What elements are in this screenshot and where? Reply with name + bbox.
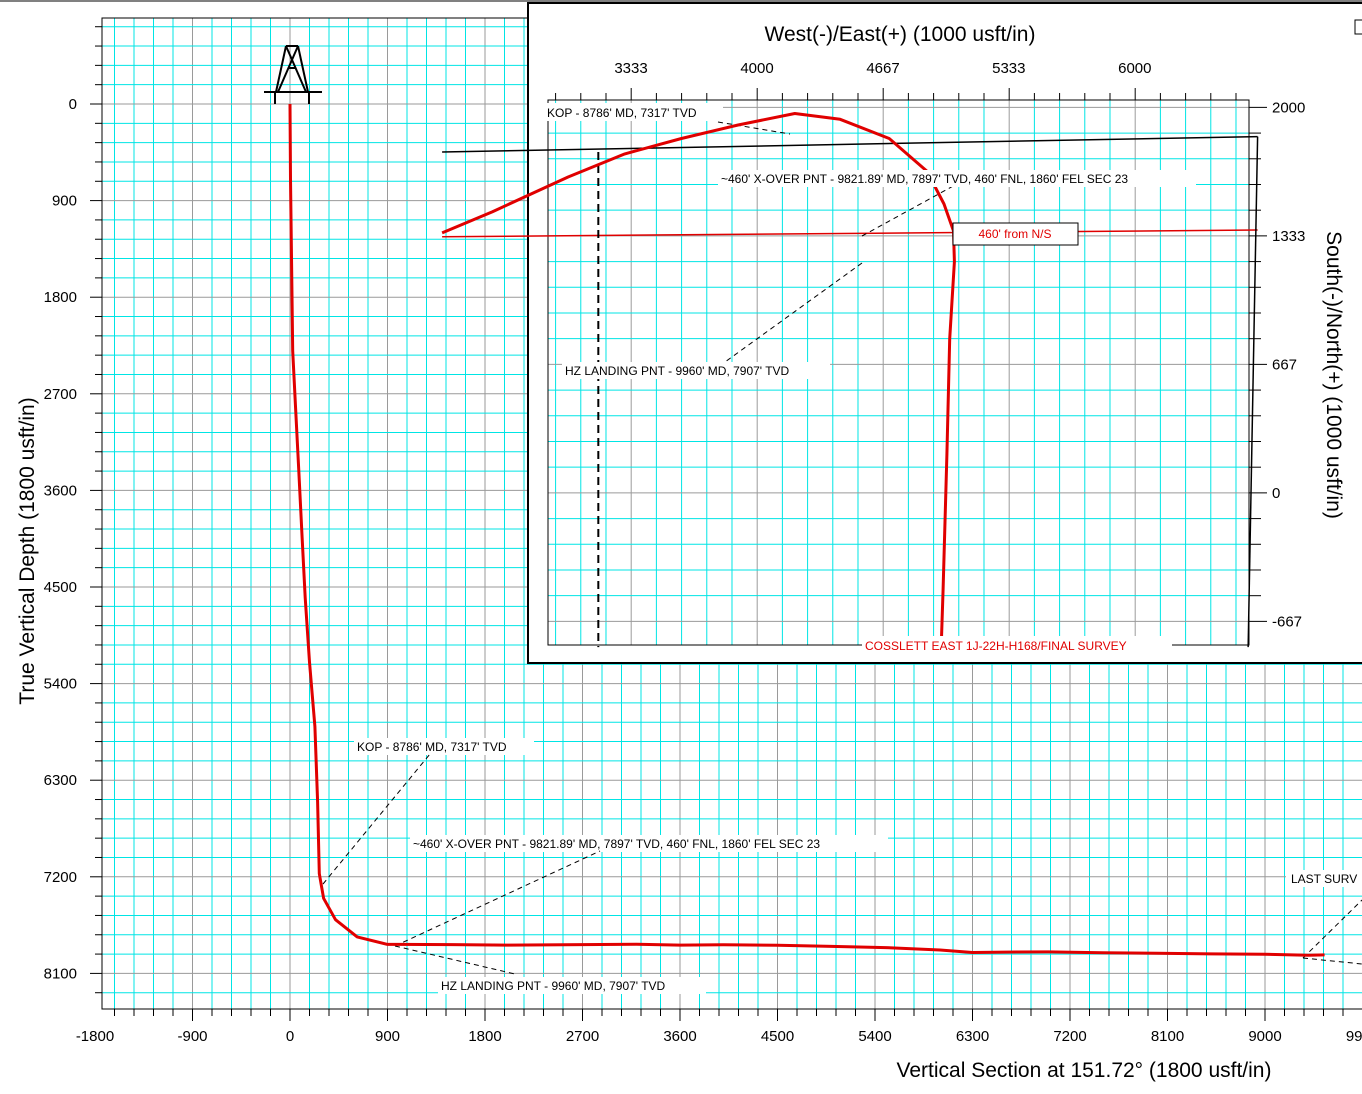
- main-y-axis-label: True Vertical Depth (1800 usft/in): [16, 397, 39, 704]
- inset-y-tick-label: 0: [1272, 485, 1280, 502]
- section-boundary-line: [1247, 136, 1259, 648]
- inset-axis-ticks: [555, 88, 1267, 622]
- inset-kop-label-bg: [545, 103, 723, 121]
- main-y-tick-label: 6300: [44, 772, 77, 789]
- inset-y-tick-label: 667: [1272, 357, 1297, 374]
- inset-hz-landing-label: HZ LANDING PNT - 9960' MD, 7907' TVD: [565, 364, 790, 378]
- last-survey-label-bg: [1286, 870, 1362, 887]
- plan-view-inset: 3333 4000 4667 5333 6000 2000 1333 667 0 -667 KO…: [441, 2, 1362, 664]
- main-x-tick-label: 900: [375, 1028, 400, 1045]
- survey-label-bg: [862, 636, 1172, 653]
- main-x-tick-label: 5400: [858, 1028, 891, 1045]
- hz-landing-label-bg: [438, 977, 706, 994]
- inset-x-tick-label: 3333: [614, 60, 647, 77]
- main-x-tick-label: 0: [286, 1028, 294, 1045]
- xover-label: ~460' X-OVER PNT - 9821.89' MD, 7897' TV…: [413, 837, 820, 851]
- inset-xover-label-bg: [718, 170, 1196, 187]
- inset-hz-landing-label-bg: [562, 362, 830, 379]
- inset-y-axis-label: South(-)/North(+) (1000 usft/in): [1322, 231, 1345, 519]
- inset-y-tick-label: 2000: [1272, 100, 1305, 117]
- main-x-tick-label: 7200: [1053, 1028, 1086, 1045]
- main-x-tick-label: 6300: [956, 1028, 989, 1045]
- inset-y-tick-label: 1333: [1272, 228, 1305, 245]
- kop-label-bg: [354, 738, 534, 755]
- hz-landing-label: HZ LANDING PNT - 9960' MD, 7907' TVD: [441, 979, 666, 993]
- main-y-tick-label: 900: [52, 193, 77, 210]
- main-x-tick-label: 4500: [761, 1028, 794, 1045]
- lease-line-label: 460' from N/S: [979, 227, 1052, 241]
- main-y-tick-label: 7200: [44, 869, 77, 886]
- inset-x-axis-label: West(-)/East(+) (1000 usft/in): [765, 23, 1036, 46]
- inset-y-tick-labels: 2000 1333 667 0 -667: [1272, 100, 1305, 631]
- main-axis-ticks: [90, 26, 1344, 1021]
- main-x-tick-label: 9000: [1248, 1028, 1281, 1045]
- inset-x-tick-label: 5333: [992, 60, 1025, 77]
- main-x-tick-label: -1800: [76, 1028, 114, 1045]
- inset-lease-lines: [442, 135, 1259, 648]
- main-y-tick-label: 5400: [44, 676, 77, 693]
- main-y-tick-label: 2700: [44, 386, 77, 403]
- main-y-tick-label: 8100: [44, 965, 77, 982]
- xover-label-bg: [410, 835, 888, 852]
- main-y-tick-label: 4500: [44, 579, 77, 596]
- section-boundary-line: [442, 135, 1258, 153]
- main-x-tick-label: 8100: [1151, 1028, 1184, 1045]
- main-y-tick-label: 1800: [44, 289, 77, 306]
- inset-x-tick-labels: 3333 4000 4667 5333 6000: [614, 60, 1151, 77]
- inset-wellbore-path-series: [441, 112, 956, 648]
- main-x-tick-label: -900: [177, 1028, 207, 1045]
- inset-x-tick-label: 6000: [1118, 60, 1151, 77]
- inset-y-tick-label: -667: [1272, 614, 1302, 631]
- main-x-tick-label: 1800: [468, 1028, 501, 1045]
- main-x-tick-label: 2700: [566, 1028, 599, 1045]
- main-y-tick-label: 3600: [44, 482, 77, 499]
- inset-x-tick-label: 4667: [866, 60, 899, 77]
- main-x-tick-labels: -1800 -900 0 900 1800 2700 3600 4500 5400 6300 720…: [76, 1028, 1362, 1045]
- main-x-tick-label: 3600: [663, 1028, 696, 1045]
- main-y-tick-label: 0: [69, 96, 77, 113]
- survey-name-label: COSSLETT EAST 1J-22H-H168/FINAL SURVEY: [865, 639, 1127, 653]
- wellbore-path-series: [288, 103, 1325, 957]
- last-survey-label: LAST SURV: [1291, 872, 1357, 886]
- drilling-rig-icon: [264, 45, 322, 104]
- inset-corner-box: [1354, 19, 1362, 35]
- lease-line-460: [442, 229, 1258, 238]
- main-x-axis-label: Vertical Section at 151.72° (1800 usft/i…: [897, 1059, 1272, 1082]
- inset-kop-label: KOP - 8786' MD, 7317' TVD: [547, 106, 697, 120]
- inset-grid: [548, 100, 1249, 645]
- annotation-leaders: [322, 753, 1362, 975]
- lease-line-label-box: [952, 222, 1079, 246]
- kop-label: KOP - 8786' MD, 7317' TVD: [357, 740, 507, 754]
- inset-x-tick-label: 4000: [740, 60, 773, 77]
- main-y-tick-labels: 0 900 1800 2700 3600 4500 5400 6300 7200 8100: [44, 96, 77, 982]
- inset-annotation-leaders: [717, 121, 956, 363]
- main-x-tick-label: 9900: [1346, 1028, 1362, 1045]
- inset-xover-label: ~460' X-OVER PNT - 9821.89' MD, 7897' TV…: [721, 172, 1128, 186]
